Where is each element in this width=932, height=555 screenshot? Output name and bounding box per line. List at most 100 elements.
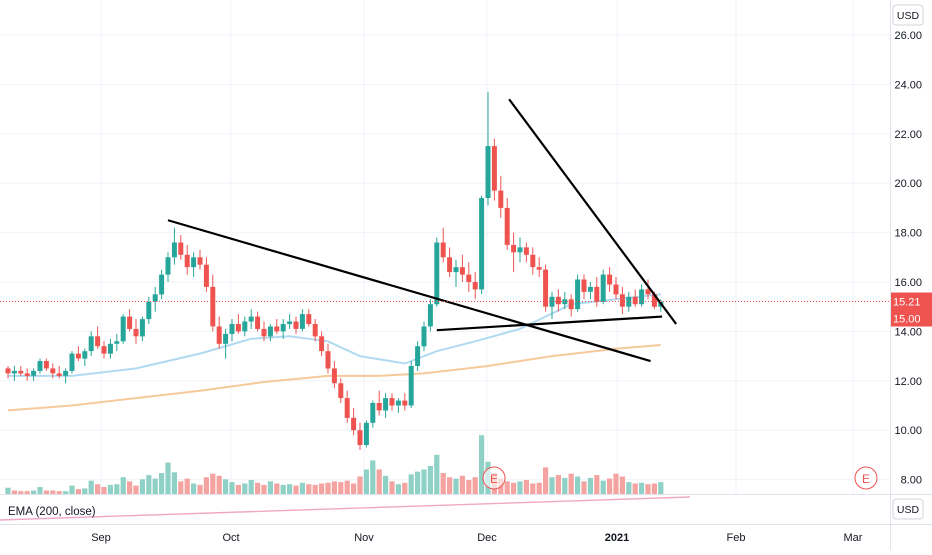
candle	[101, 341, 107, 359]
candle	[82, 348, 88, 366]
candle	[543, 264, 549, 312]
candle	[31, 368, 37, 381]
volume-bar	[530, 483, 536, 494]
candle	[639, 284, 645, 307]
volume-bar	[536, 482, 542, 494]
candle	[498, 175, 504, 218]
volume-bar	[88, 480, 94, 494]
candle	[139, 316, 145, 342]
volume-bar	[267, 481, 273, 494]
candle-body	[498, 190, 504, 208]
candle-body	[472, 282, 478, 290]
volume-bar	[184, 478, 190, 494]
volume-bar	[82, 488, 88, 494]
candle-body	[312, 324, 318, 337]
candle-body	[395, 400, 401, 406]
candle-body	[184, 254, 190, 268]
currency-button[interactable]: USD	[892, 4, 924, 26]
candle	[600, 269, 606, 305]
volume-bar	[453, 478, 459, 494]
candle-body	[120, 316, 126, 342]
candle-body	[75, 353, 81, 359]
indicator-pane[interactable]	[0, 495, 890, 524]
candle-body	[82, 351, 88, 359]
volume-bar	[248, 480, 254, 494]
volume-bars	[5, 435, 664, 494]
volume-bar	[107, 484, 113, 494]
candle-body	[274, 326, 280, 332]
volume-bar	[479, 435, 485, 494]
currency-button-lower[interactable]: USD	[892, 498, 924, 520]
candle	[127, 309, 133, 332]
candle-body	[152, 294, 158, 302]
volume-bar	[299, 482, 305, 494]
currency-label: USD	[897, 10, 920, 22]
candle-body	[402, 400, 408, 406]
candle-body	[575, 279, 581, 310]
candle	[299, 309, 305, 332]
candle-body	[69, 353, 75, 371]
candle-body	[261, 328, 267, 337]
candle	[632, 289, 638, 307]
volume-bar	[11, 490, 17, 494]
candle	[75, 346, 81, 362]
candle-body	[50, 368, 56, 374]
candle	[421, 321, 427, 352]
candle-body	[504, 207, 510, 245]
candle-body	[242, 321, 248, 332]
price-tick-label: 18.00	[894, 228, 922, 240]
candle-body	[31, 370, 37, 376]
candle-body	[607, 274, 613, 285]
candle	[607, 267, 613, 292]
candle-body	[319, 336, 325, 352]
trendline	[508, 98, 678, 325]
candle-body	[255, 316, 261, 329]
volume-bar	[543, 467, 549, 494]
earnings-marker-label: E	[490, 472, 498, 486]
volume-bar	[235, 484, 241, 494]
time-tick-label: Dec	[477, 532, 497, 544]
earnings-marker-future[interactable]: E	[854, 466, 878, 490]
candle-body	[427, 304, 433, 327]
candle	[235, 314, 241, 334]
candle-body	[485, 146, 491, 198]
volume-bar	[408, 474, 414, 494]
candle-body	[139, 319, 145, 337]
candle	[594, 277, 600, 307]
volume-bar	[146, 475, 152, 494]
earnings-marker-dec[interactable]: E	[482, 466, 506, 490]
volume-bar	[562, 477, 568, 494]
candle-body	[63, 370, 69, 376]
candle-body	[197, 257, 203, 265]
candle-body	[248, 316, 254, 322]
candle-body	[408, 366, 414, 406]
candle	[575, 274, 581, 312]
time-axis-ticks: Sep Oct Nov Dec 2021 Feb Mar	[91, 532, 863, 544]
candle	[427, 299, 433, 332]
candle	[626, 291, 632, 312]
candle	[568, 294, 574, 317]
volume-bar	[280, 484, 286, 494]
candle	[203, 257, 209, 292]
candle	[24, 368, 30, 381]
volume-bar	[645, 484, 651, 494]
last-price-value: 15.21	[893, 297, 921, 309]
volume-bar	[31, 490, 37, 494]
candle	[491, 138, 497, 201]
candle	[210, 274, 216, 332]
volume-bar	[427, 466, 433, 494]
candle	[248, 309, 254, 329]
volume-bar	[255, 482, 261, 494]
candle-body	[479, 198, 485, 290]
volume-bar	[37, 487, 43, 494]
candle	[363, 420, 369, 448]
candle	[146, 296, 152, 324]
volume-bar	[338, 482, 344, 494]
candle	[504, 198, 510, 250]
volume-bar	[511, 482, 517, 494]
candle-body	[107, 343, 113, 354]
candle-body	[651, 294, 657, 307]
candle	[453, 259, 459, 287]
